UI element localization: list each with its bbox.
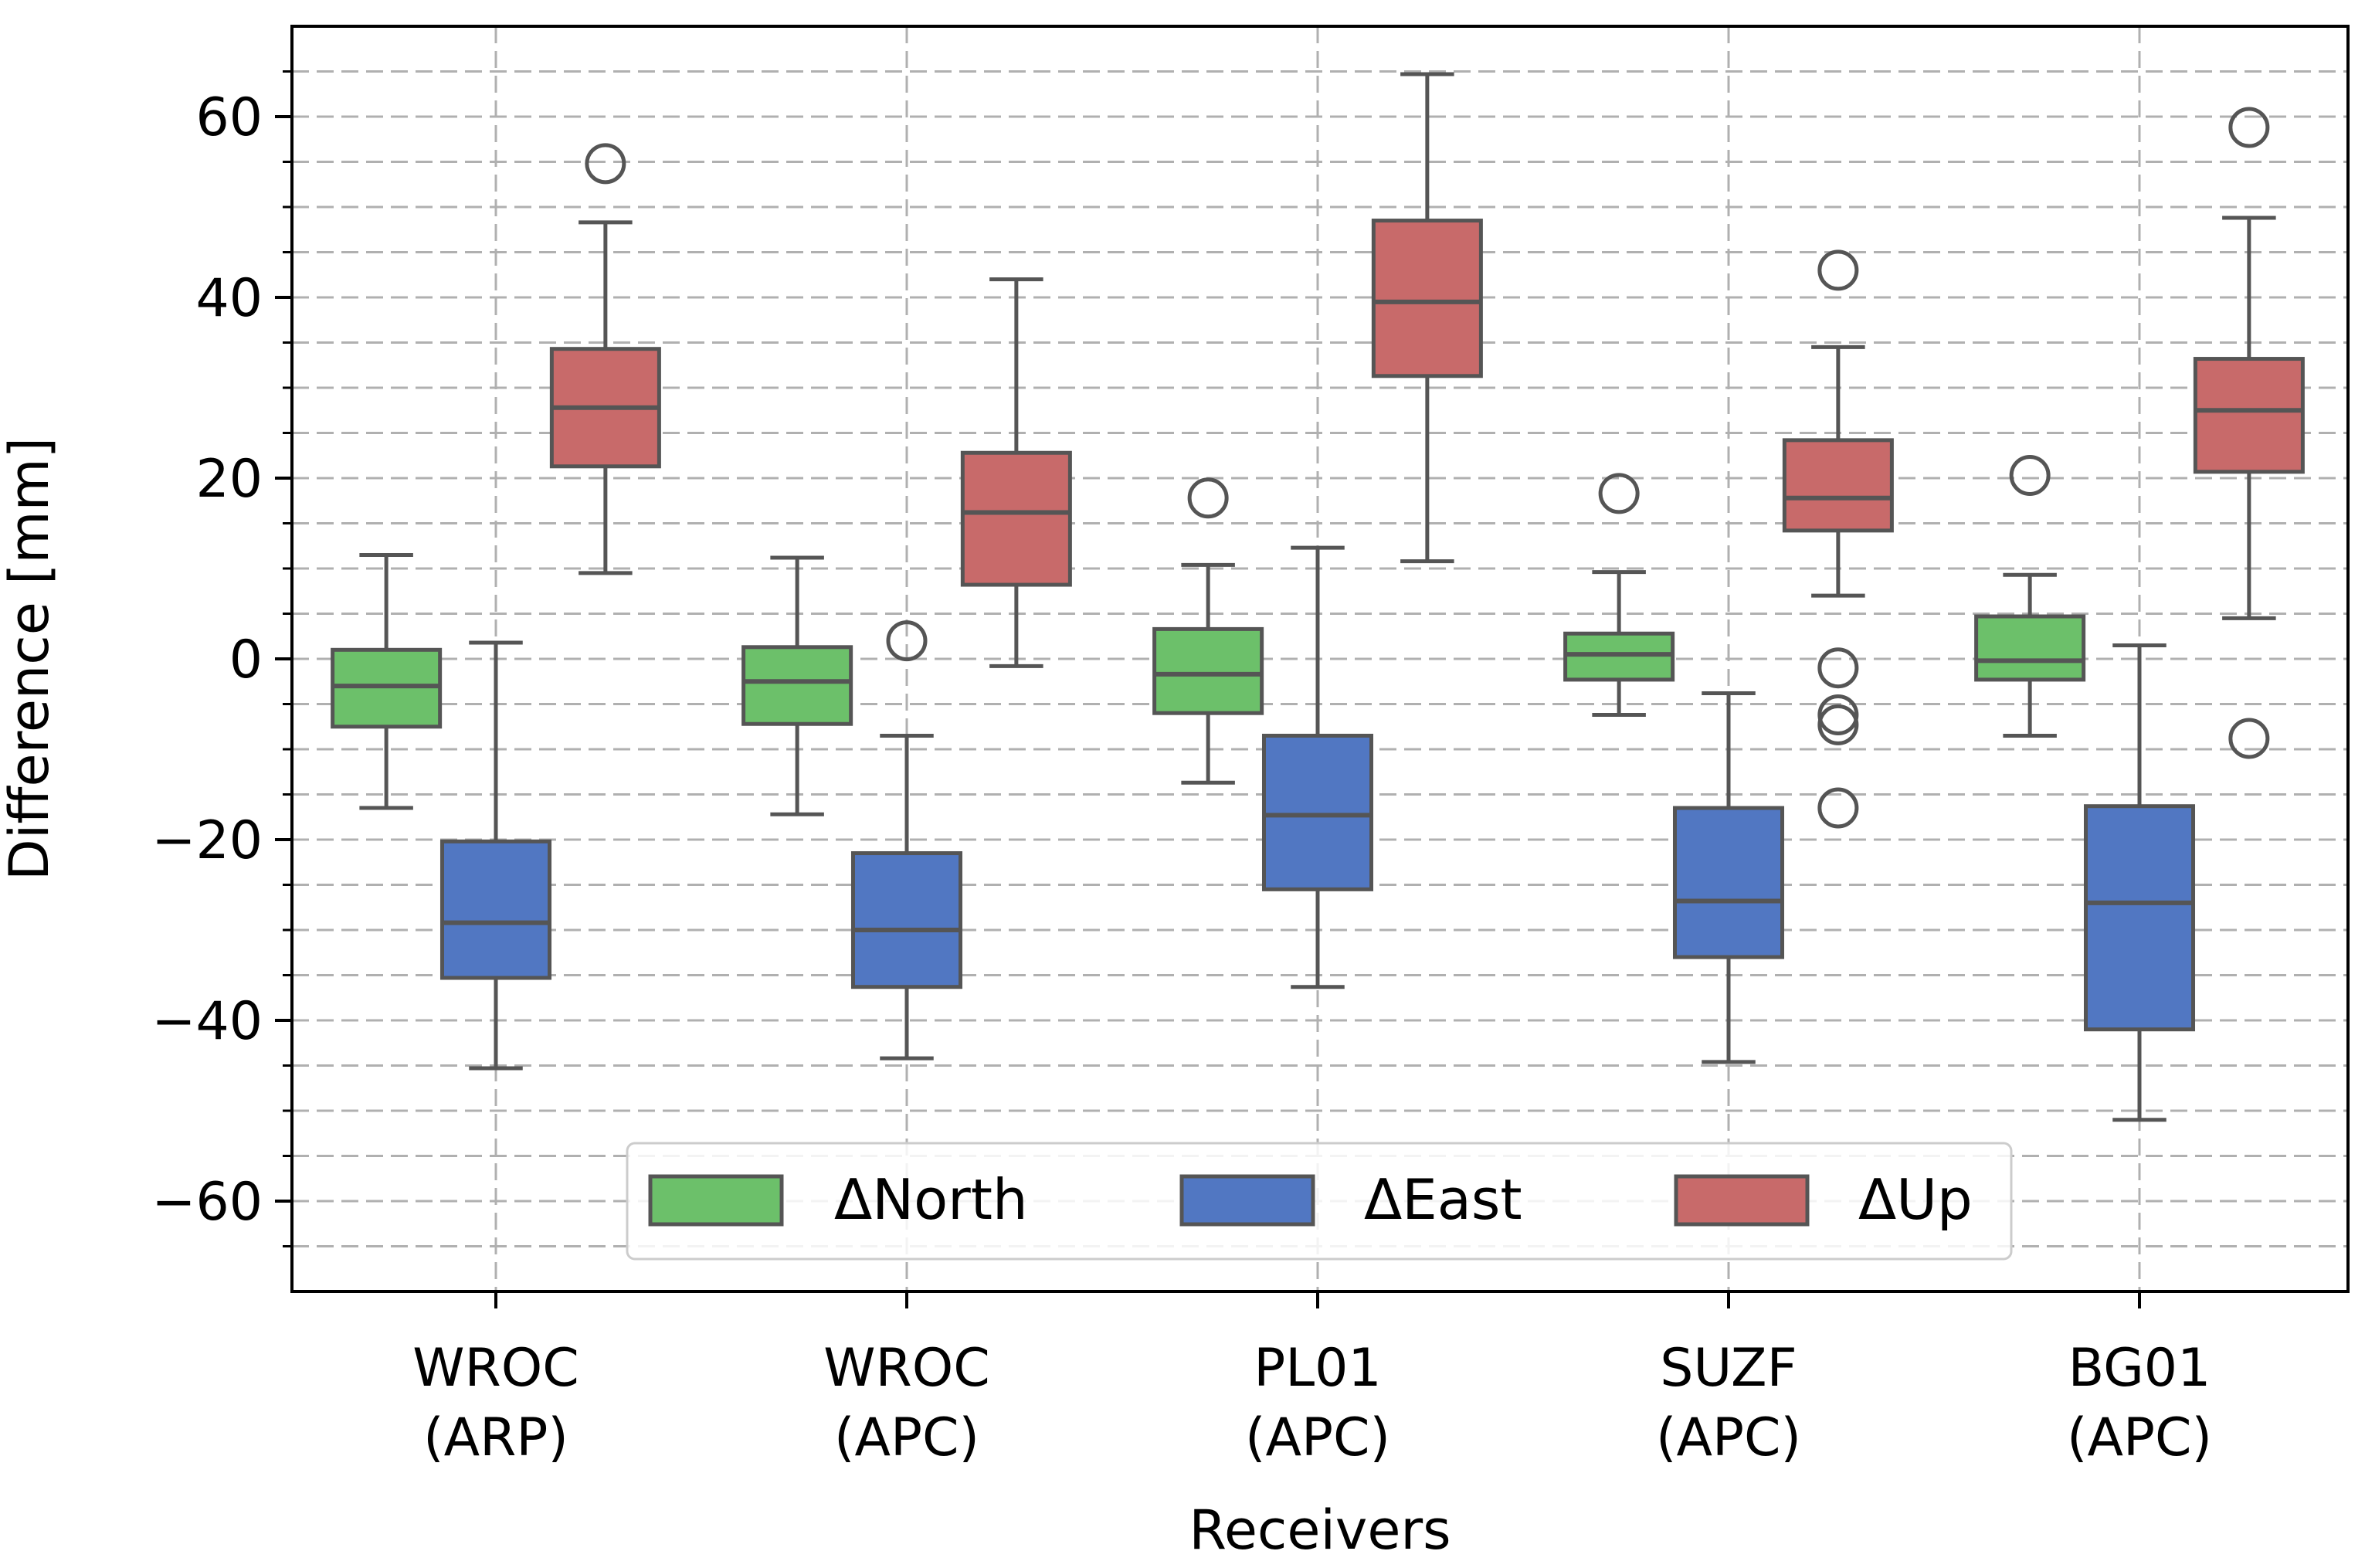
outlier-point [1817, 704, 1859, 745]
y-tick-label: 0 [229, 630, 263, 691]
outlier-point [1187, 477, 1229, 519]
box-iqr [850, 851, 963, 989]
x-tick-label-line2: (APC) [834, 1407, 979, 1468]
outlier-point [1817, 249, 1859, 291]
box-group [850, 620, 963, 1061]
outlier-point [585, 143, 626, 185]
y-tick-label: 40 [195, 268, 263, 329]
outlier-point [1817, 787, 1859, 829]
y-tick-label: −40 [151, 991, 263, 1052]
axis-ticks [275, 70, 2141, 1308]
x-tick-label-line1: WROC [823, 1338, 990, 1399]
box-group [2193, 107, 2305, 759]
box-iqr [1974, 614, 2086, 682]
box-group [2083, 643, 2196, 1122]
box-iqr [1261, 733, 1374, 891]
box-group [1672, 691, 1785, 1064]
box-group [741, 555, 853, 816]
legend-swatch-north [648, 1174, 784, 1227]
box-group [331, 552, 443, 810]
x-tick-label-line1: SUZF [1660, 1338, 1797, 1399]
box-group [549, 143, 661, 575]
x-tick-label-line1: WROC [412, 1338, 579, 1399]
axis-tick-labels: −60 −40 −20 0 20 40 60 WROC (ARP) WROC (APC) PL01 (A… [151, 87, 2212, 1468]
grid-lines [292, 26, 2348, 1291]
y-tick-label: 60 [195, 87, 263, 148]
box-group [1563, 473, 1675, 718]
box-iqr [1672, 806, 1785, 959]
box-iqr [1782, 438, 1894, 533]
y-tick-label: −60 [151, 1172, 263, 1233]
x-tick-label-line2: (ARP) [423, 1407, 568, 1468]
box-iqr [2193, 357, 2305, 474]
box-iqr [1371, 219, 1483, 378]
box-group [1261, 545, 1374, 989]
legend-swatch-east [1179, 1174, 1315, 1227]
y-tick-label: −20 [151, 810, 263, 871]
legend-label-up: ΔUp [1858, 1167, 1973, 1232]
box-iqr [439, 839, 552, 980]
x-tick-label-line1: BG01 [2068, 1338, 2211, 1399]
box-series [331, 72, 2305, 1122]
outlier-point [2009, 454, 2051, 496]
x-tick-label-line2: (APC) [1245, 1407, 1390, 1468]
outlier-point [2228, 718, 2270, 759]
x-axis-title: Receivers [1189, 1498, 1451, 1562]
box-group [1152, 477, 1264, 785]
box-group [439, 640, 552, 1071]
outlier-point [1817, 647, 1859, 689]
box-iqr [2083, 804, 2196, 1032]
outlier-point [1817, 694, 1859, 736]
box-group [1371, 72, 1483, 564]
box-iqr [960, 450, 1072, 587]
y-tick-label: 20 [195, 449, 263, 510]
x-tick-label-line1: PL01 [1254, 1338, 1381, 1399]
x-tick-label-line2: (APC) [1656, 1407, 1801, 1468]
box-group [960, 277, 1072, 668]
legend: ΔNorth ΔEast ΔUp [626, 1142, 2013, 1261]
outlier-point [2228, 107, 2270, 148]
x-tick-label-line2: (APC) [2067, 1407, 2212, 1468]
box-group [1782, 249, 1894, 829]
legend-label-east: ΔEast [1364, 1167, 1522, 1232]
outlier-point [1598, 473, 1640, 514]
outlier-point [886, 620, 928, 662]
box-iqr [1152, 626, 1264, 715]
y-axis-title: Difference [mm] [0, 437, 61, 881]
box-group [1974, 454, 2086, 738]
legend-frame [626, 1142, 2013, 1261]
legend-label-north: ΔNorth [834, 1167, 1028, 1232]
legend-swatch-up [1674, 1174, 1810, 1227]
box-iqr [741, 645, 853, 726]
